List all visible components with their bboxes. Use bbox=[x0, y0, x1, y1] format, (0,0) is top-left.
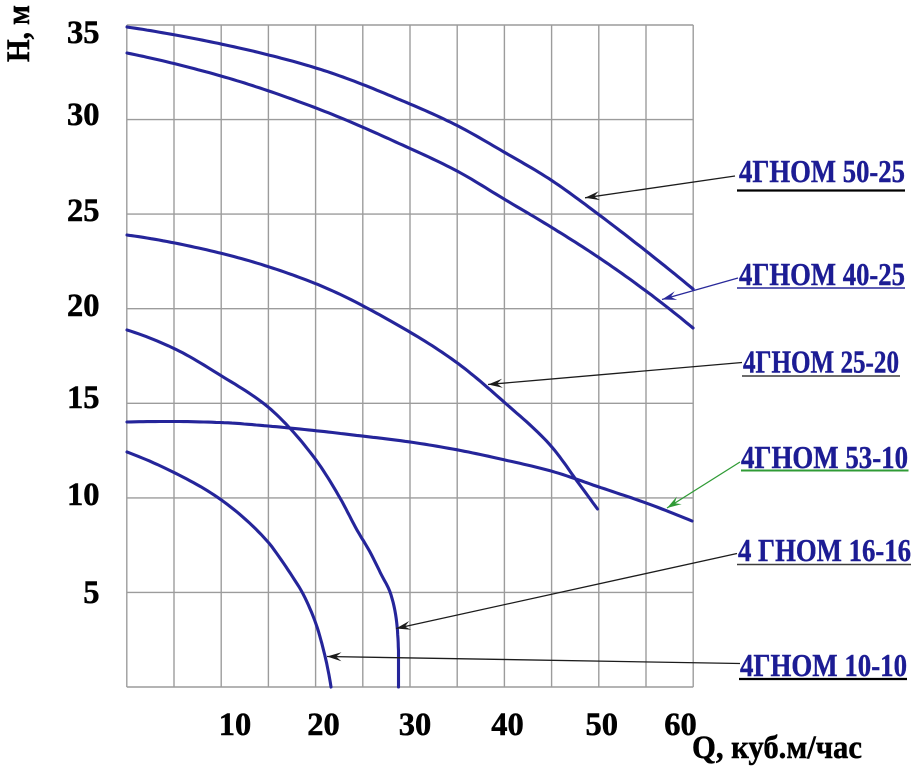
svg-text:10: 10 bbox=[67, 477, 100, 513]
svg-text:50: 50 bbox=[586, 707, 619, 743]
svg-text:20: 20 bbox=[67, 288, 100, 324]
svg-text:4ГНОМ 40-25: 4ГНОМ 40-25 bbox=[739, 257, 905, 292]
svg-text:30: 30 bbox=[67, 97, 100, 133]
svg-text:4ГНОМ 25-20: 4ГНОМ 25-20 bbox=[743, 345, 899, 380]
svg-text:4ГНОМ 50-25: 4ГНОМ 50-25 bbox=[739, 154, 905, 189]
svg-text:Н, м: Н, м bbox=[1, 5, 37, 62]
svg-text:40: 40 bbox=[491, 707, 524, 743]
svg-text:5: 5 bbox=[83, 575, 99, 611]
svg-text:60: 60 bbox=[664, 707, 697, 743]
svg-text:30: 30 bbox=[399, 707, 432, 743]
svg-text:15: 15 bbox=[67, 380, 100, 416]
svg-text:20: 20 bbox=[307, 707, 340, 743]
svg-text:4ГНОМ 10-10: 4ГНОМ 10-10 bbox=[740, 648, 907, 683]
svg-text:25: 25 bbox=[67, 193, 100, 229]
svg-text:Q, куб.м/час: Q, куб.м/час bbox=[692, 730, 862, 766]
svg-text:4 ГНОМ 16-16: 4 ГНОМ 16-16 bbox=[738, 533, 911, 568]
svg-text:10: 10 bbox=[219, 707, 252, 743]
svg-text:4ГНОМ 53-10: 4ГНОМ 53-10 bbox=[741, 440, 908, 475]
svg-text:35: 35 bbox=[67, 15, 100, 51]
